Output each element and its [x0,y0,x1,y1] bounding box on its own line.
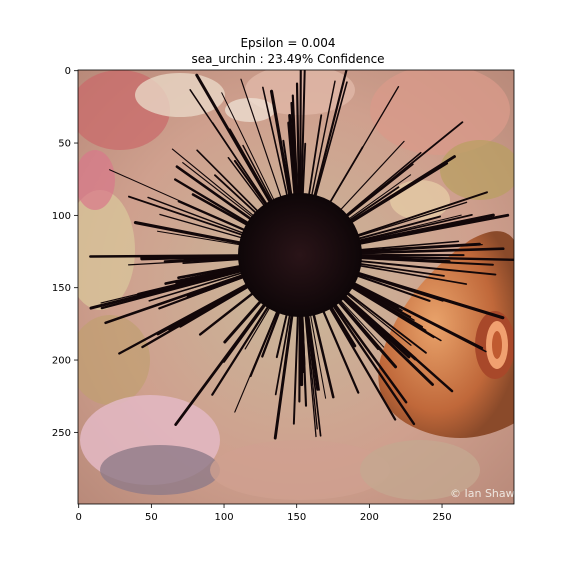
y-tick-label: 100 [52,211,71,222]
watermark-text: © Ian Shaw [450,487,515,500]
y-tick-label: 250 [52,428,71,439]
x-tick-label: 50 [145,512,158,523]
y-tick-label: 200 [52,356,71,367]
x-tick-label: 200 [360,512,379,523]
x-tick-label: 150 [287,512,306,523]
x-tick-label: 250 [432,512,451,523]
y-tick-label: 150 [52,283,71,294]
x-tick-label: 0 [76,512,82,523]
x-axis: 0 50 100 150 200 250 [76,504,452,523]
y-axis: 0 50 100 150 200 250 [52,66,78,439]
sea-urchin-photo: © Ian Shaw [65,54,520,504]
x-tick-label: 100 [214,512,233,523]
y-tick-label: 50 [58,139,71,150]
y-tick-label: 0 [65,66,71,77]
